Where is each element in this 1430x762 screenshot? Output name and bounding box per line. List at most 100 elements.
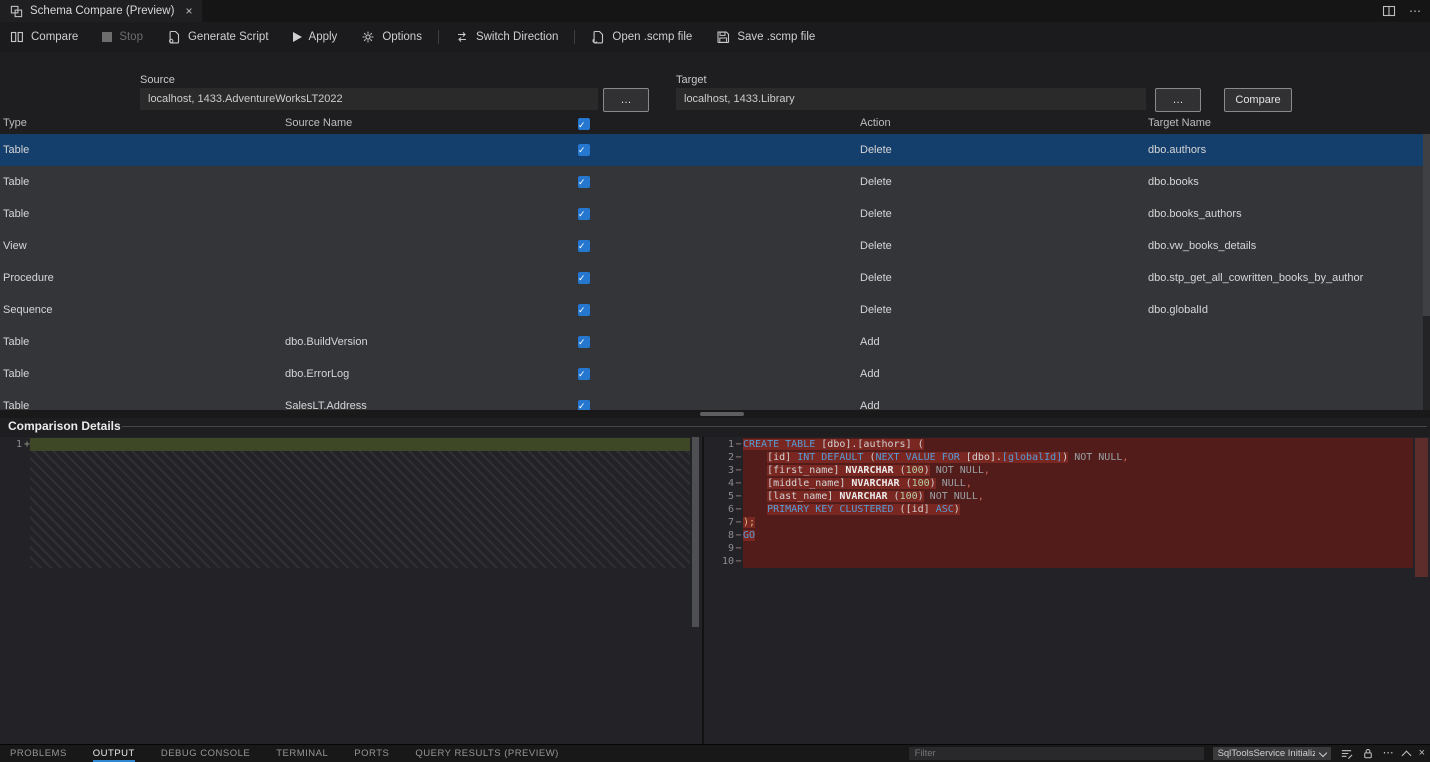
diff-source-pane[interactable]: 1 + [0,437,702,745]
open-file-icon [592,30,604,44]
table-row[interactable]: Table dbo.ErrorLog ✓ Add [0,358,1423,390]
generate-script-button[interactable]: Generate Script [167,30,269,44]
cell-action: Delete [860,272,892,284]
panel-close-icon[interactable]: × [1418,747,1425,759]
diff-line: 1− CREATE TABLE [dbo].[authors] ( [704,438,1413,451]
select-all-checkbox[interactable]: ✓ [578,118,590,130]
row-include-checkbox[interactable]: ✓ [578,400,590,410]
cell-type: Table [3,144,30,156]
check-icon: ✓ [578,401,586,410]
table-row[interactable]: Procedure ✓ Delete dbo.stp_get_all_cowritte… [0,262,1423,294]
source-browse-button[interactable]: … [603,88,649,112]
horizontal-splitter[interactable] [0,410,1430,418]
grid-scrollbar-slider[interactable] [1423,134,1430,316]
schema-compare-icon [10,5,23,17]
tab-close-icon[interactable]: × [185,4,193,18]
bottom-panel-bar: PROBLEMS OUTPUT DEBUG CONSOLE TERMINAL P… [0,744,1430,762]
output-channel-dropdown[interactable]: SqlToolsService Initializ [1212,747,1331,760]
table-row[interactable]: Table ✓ Delete dbo.books_authors [0,198,1423,230]
diff-line: 9− [704,542,1413,555]
table-row[interactable]: Sequence ✓ Delete dbo.globalId [0,294,1423,326]
diff-line: 5− [last_name] NVARCHAR (100) NOT NULL, [704,490,1413,503]
check-icon: ✓ [578,177,586,187]
row-include-checkbox[interactable]: ✓ [578,176,590,188]
cell-source-name: SalesLT.Address [285,400,367,410]
cell-action: Delete [860,304,892,316]
cell-target-name: dbo.books [1148,176,1199,188]
check-icon: ✓ [578,120,586,130]
diff-line: 8− GO [704,529,1413,542]
switch-direction-button[interactable]: Switch Direction [455,30,558,44]
cell-type: Table [3,208,30,220]
save-scmp-button[interactable]: Save .scmp file [716,30,815,44]
column-header-type[interactable]: Type [3,117,27,129]
row-include-checkbox[interactable]: ✓ [578,240,590,252]
toolbar-separator [437,30,439,44]
row-include-checkbox[interactable]: ✓ [578,272,590,284]
check-icon: ✓ [578,337,586,347]
editor-tab-bar: Schema Compare (Preview) × ⋯ [0,0,1430,22]
cell-type: Table [3,368,30,380]
diff-pane-divider [702,437,704,745]
open-scmp-button[interactable]: Open .scmp file [591,30,692,44]
target-pane-scrollbar[interactable] [1415,438,1428,577]
column-header-source-name[interactable]: Source Name [285,117,353,129]
grid-header: Type Source Name ✓ Action Target Name [0,116,1423,134]
source-input[interactable] [140,88,598,110]
stop-button[interactable]: Stop [102,31,143,43]
clear-output-icon[interactable] [1340,747,1353,760]
diff-code-lines: 1− CREATE TABLE [dbo].[authors] (2− [id] … [704,438,1413,568]
row-include-checkbox[interactable]: ✓ [578,144,590,156]
added-marker: + [24,439,31,450]
panel-more-icon[interactable]: ⋯ [1382,747,1394,759]
target-browse-button[interactable]: … [1155,88,1201,112]
tab-terminal[interactable]: TERMINAL [276,748,329,759]
row-include-checkbox[interactable]: ✓ [578,368,590,380]
comparison-results-grid: Table ✓ Delete dbo.authors Table ✓ Delete dbo.b… [0,134,1423,410]
row-include-checkbox[interactable]: ✓ [578,304,590,316]
cell-action: Delete [860,176,892,188]
tab-problems[interactable]: PROBLEMS [10,748,67,759]
compare-button[interactable]: Compare [10,30,78,44]
tab-debug-console[interactable]: DEBUG CONSOLE [160,748,251,759]
grid-scrollbar[interactable] [1423,134,1430,410]
apply-icon [292,32,302,42]
column-header-target-name[interactable]: Target Name [1148,117,1211,129]
table-row[interactable]: Table ✓ Delete dbo.books [0,166,1423,198]
table-row[interactable]: Table ✓ Delete dbo.authors [0,134,1423,166]
target-label: Target [676,74,707,86]
table-row[interactable]: Table SalesLT.Address ✓ Add [0,390,1423,410]
split-editor-icon[interactable] [1382,4,1396,18]
cell-target-name: dbo.globalId [1148,304,1208,316]
compare-action-button[interactable]: Compare [1224,88,1292,112]
cell-target-name: dbo.vw_books_details [1148,240,1257,252]
splitter-handle[interactable] [700,412,744,416]
row-include-checkbox[interactable]: ✓ [578,336,590,348]
column-header-action[interactable]: Action [860,117,891,129]
target-input[interactable] [676,88,1146,110]
apply-button[interactable]: Apply [292,31,337,43]
more-actions-icon[interactable]: ⋯ [1409,4,1422,18]
line-number: 1 [15,439,22,450]
source-pane-scrollbar[interactable] [692,437,699,627]
output-filter-input[interactable] [908,747,1204,760]
options-button[interactable]: Options [361,30,422,44]
cell-source-name: dbo.ErrorLog [285,368,350,380]
check-icon: ✓ [578,273,586,283]
cell-action: Delete [860,144,892,156]
row-include-checkbox[interactable]: ✓ [578,208,590,220]
table-row[interactable]: View ✓ Delete dbo.vw_books_details [0,230,1423,262]
inserted-line-highlight [30,438,690,451]
tab-output[interactable]: OUTPUT [93,745,135,762]
diff-target-pane[interactable]: 1− CREATE TABLE [dbo].[authors] (2− [id] … [704,437,1430,745]
tab-query-results[interactable]: QUERY RESULTS (PREVIEW) [415,748,559,759]
panel-tabs: PROBLEMS OUTPUT DEBUG CONSOLE TERMINAL P… [0,745,1430,762]
cell-action: Add [860,336,880,348]
tab-schema-compare[interactable]: Schema Compare (Preview) × [0,0,203,22]
table-row[interactable]: Table dbo.BuildVersion ✓ Add [0,326,1423,358]
check-icon: ✓ [578,369,586,379]
chevron-up-icon[interactable] [1401,750,1412,760]
cell-type: Table [3,176,30,188]
tab-ports[interactable]: PORTS [354,748,390,759]
lock-icon[interactable] [1362,747,1374,760]
